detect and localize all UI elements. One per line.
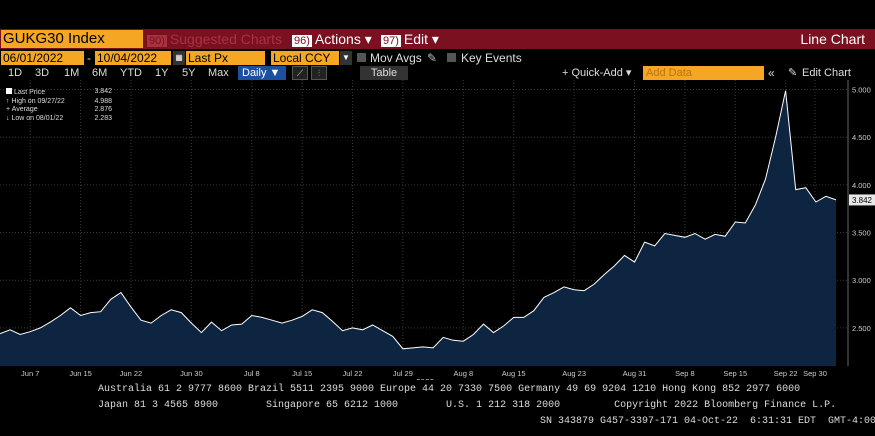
edit-label: Edit ▾ — [403, 31, 439, 47]
period-1m[interactable]: 1M — [64, 67, 80, 79]
x-axis-ticks: Jun 7 Jun 15 Jun 22 Jun 30 Jul 8 Jul 15 Jul 22… — [21, 369, 827, 378]
x-tick-label: Sep 15 — [723, 369, 747, 378]
legend-average-value: 2.876 — [94, 106, 112, 113]
footer-sn-line: SN 343879 G457-3397-171 04-Oct-22 6:31:3… — [540, 416, 875, 427]
period-3d[interactable]: 3D — [35, 67, 50, 79]
suggested-charts-label: Suggested Charts — [169, 31, 282, 47]
y-tick-label: 5.000 — [852, 86, 871, 95]
currency-input[interactable]: Local CCY — [271, 51, 339, 65]
legend-high-text: High on 09/27/22 — [11, 97, 65, 105]
x-tick-label: Jun 7 — [21, 369, 39, 378]
x-tick-label: Jun 22 — [120, 369, 143, 378]
x-tick-label: Jun 30 — [180, 369, 203, 378]
footer-phones-line2: Japan 81 3 4565 8900 Singapore 65 6212 1… — [98, 400, 837, 411]
actions-number: 96) — [292, 35, 312, 47]
edit-chart-pencil-icon[interactable]: ✎ — [788, 67, 798, 79]
last-value-marker: 3.842 — [849, 194, 875, 206]
x-tick-label: Sep 30 — [803, 369, 827, 378]
y-axis-ticks: 2.500 3.000 3.500 4.000 4.500 5.000 — [852, 86, 871, 333]
mov-avgs-checkbox[interactable] — [357, 53, 366, 62]
table-button[interactable]: Table — [360, 66, 408, 80]
legend-last-price-label: Last Price — [6, 88, 86, 98]
legend-low-value: 2.283 — [94, 114, 112, 122]
add-data-input[interactable]: Add Data — [643, 66, 764, 80]
period-ytd[interactable]: YTD — [120, 67, 142, 79]
x-tick-label: Aug 23 — [562, 369, 586, 378]
currency-dropdown-icon[interactable]: ▼ — [340, 51, 352, 65]
x-tick-label: Sep 22 — [774, 369, 798, 378]
period-1d[interactable]: 1D — [8, 67, 23, 79]
x-tick-label: Jul 22 — [343, 369, 363, 378]
frequency-dropdown[interactable]: Daily ▼ — [238, 66, 286, 80]
line-chart-icon[interactable]: ⟋ — [292, 66, 308, 80]
x-tick-label: Sep 8 — [675, 369, 695, 378]
collapse-icon[interactable]: « — [768, 66, 775, 80]
x-tick-label: Aug 15 — [502, 369, 526, 378]
period-6m[interactable]: 6M — [92, 67, 108, 79]
bar-chart-icon[interactable]: ⫶ — [311, 66, 327, 80]
mov-avgs-label[interactable]: Mov Avgs — [370, 51, 422, 65]
y-tick-label: 3.500 — [852, 229, 871, 238]
x-tick-label: Jul 29 — [393, 369, 413, 378]
end-date-input[interactable]: 10/04/2022 — [95, 51, 171, 65]
legend-high-label: ↑ High on 09/27/22 — [6, 97, 65, 105]
y-tick-label: 2.500 — [852, 324, 871, 333]
x-tick-label: Jun 15 — [69, 369, 92, 378]
x-tick-label: Aug 31 — [623, 369, 647, 378]
legend-last-price-value: 3.842 — [94, 88, 112, 95]
y-tick-label: 4.500 — [852, 133, 871, 142]
legend-average-label: + Average — [6, 106, 38, 113]
period-max[interactable]: Max — [208, 67, 229, 79]
title-bar — [0, 29, 875, 49]
legend-low-text: Low on 08/01/22 — [11, 114, 64, 122]
date-separator: - — [87, 51, 91, 65]
x-tick-label: Jul 8 — [244, 369, 260, 378]
price-line — [0, 90, 837, 350]
x-axis-year-label: 2022 — [416, 378, 434, 380]
period-1y[interactable]: 1Y — [155, 67, 169, 79]
legend-last-price-text: Last Price — [14, 89, 46, 96]
y-tick-label: 3.000 — [852, 276, 871, 285]
field-input[interactable]: Last Px — [186, 51, 265, 65]
quick-add-button[interactable]: + Quick-Add ▾ — [562, 67, 632, 79]
period-5y[interactable]: 5Y — [182, 67, 196, 79]
chart-legend: Last Price 3.842 ↑ High on 09/27/22 4.988 … — [6, 88, 112, 123]
legend-high-value: 4.988 — [94, 97, 112, 105]
legend-average-text: Average — [11, 106, 38, 113]
x-tick-label: Aug 8 — [454, 369, 474, 378]
legend-low-label: ↓ Low on 08/01/22 — [6, 114, 64, 122]
key-events-label[interactable]: Key Events — [461, 51, 522, 65]
key-events-checkbox[interactable] — [447, 53, 456, 62]
last-value-label: 3.842 — [852, 196, 873, 205]
x-tick-label: Jul 15 — [292, 369, 312, 378]
price-area — [0, 90, 836, 366]
suggested-charts-menu[interactable]: 90) Suggested Charts — [147, 31, 282, 47]
suggested-charts-number: 90) — [147, 35, 167, 47]
footer-phones-line1: Australia 61 2 9777 8600 Brazil 5511 239… — [98, 384, 801, 395]
actions-menu[interactable]: 96) Actions ▾ — [292, 31, 372, 47]
y-tick-label: 4.000 — [852, 181, 871, 190]
actions-label: Actions ▾ — [314, 31, 372, 47]
ticker-field[interactable]: GUKG30 Index — [1, 30, 143, 48]
pencil-icon[interactable]: ✎ — [427, 51, 438, 65]
chart-type-label: Line Chart — [800, 31, 865, 47]
edit-menu[interactable]: 97) Edit ▾ — [381, 31, 439, 47]
edit-chart-button[interactable]: Edit Chart — [802, 67, 851, 79]
edit-number: 97) — [381, 35, 401, 47]
end-date-calendar-icon[interactable]: ▦ — [173, 51, 185, 65]
start-date-input[interactable]: 06/01/2022 — [1, 51, 84, 65]
legend-swatch — [6, 88, 12, 94]
